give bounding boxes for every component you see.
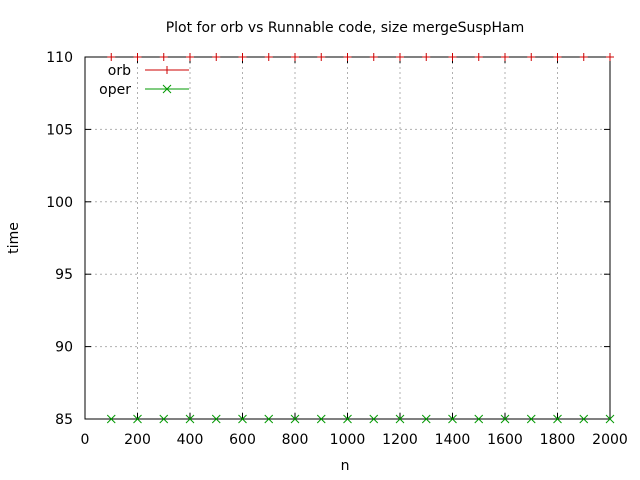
data-point-orb — [238, 53, 247, 61]
data-point-orb — [212, 53, 221, 61]
data-point-oper — [421, 414, 431, 424]
data-point-orb — [501, 53, 509, 61]
data-point-oper — [185, 414, 195, 424]
x-tick-label: 1600 — [487, 432, 523, 448]
y-tick-label: 110 — [46, 50, 73, 66]
x-tick-label: 0 — [81, 432, 90, 448]
y-tick-label: 95 — [55, 267, 73, 283]
x-tick-label: 1200 — [382, 432, 418, 448]
x-tick-label: 1400 — [435, 432, 471, 448]
x-tick-label: 200 — [124, 432, 151, 448]
legend-label-orb: orb — [108, 63, 131, 79]
y-axis-title: time — [6, 222, 22, 254]
data-point-orb — [448, 53, 457, 61]
data-point-orb — [186, 53, 194, 61]
axis-ticks: 85 90 95 100 105 110 0 200 400 600 800 1000 1200 1400… — [46, 50, 628, 448]
legend-marker-oper — [162, 84, 172, 94]
data-point-orb — [317, 53, 326, 61]
data-point-orb — [133, 53, 142, 61]
data-point-oper — [395, 414, 405, 424]
data-point-oper — [264, 414, 274, 424]
data-point-oper — [159, 414, 169, 424]
data-point-oper — [369, 414, 379, 424]
data-point-orb — [264, 53, 273, 61]
grid — [85, 57, 610, 419]
data-point-oper — [343, 414, 352, 424]
chart-title: Plot for orb vs Runnable code, size merg… — [166, 20, 525, 36]
data-point-orb — [606, 53, 614, 61]
x-tick-label: 1800 — [540, 432, 576, 448]
data-point-oper — [553, 414, 562, 424]
data-series — [106, 53, 615, 424]
data-point-oper — [474, 414, 484, 424]
data-point-oper — [605, 414, 615, 424]
series-oper — [106, 414, 615, 424]
data-point-orb — [579, 53, 588, 61]
x-tick-label: 400 — [177, 432, 204, 448]
data-point-oper — [526, 414, 536, 424]
data-point-oper — [290, 414, 300, 424]
data-point-orb — [553, 53, 562, 61]
data-point-oper — [133, 414, 142, 424]
legend: orb oper — [99, 63, 189, 98]
x-tick-label: 2000 — [592, 432, 628, 448]
y-tick-label: 85 — [55, 412, 73, 428]
data-point-oper — [211, 414, 221, 424]
x-axis-title: n — [341, 458, 350, 474]
data-point-orb — [291, 53, 299, 61]
data-point-oper — [106, 414, 116, 424]
data-point-orb — [343, 53, 352, 61]
y-tick-label: 100 — [46, 195, 73, 211]
data-point-orb — [527, 53, 536, 61]
x-tick-label: 600 — [229, 432, 256, 448]
y-tick-label: 90 — [55, 340, 73, 356]
x-tick-label: 800 — [282, 432, 309, 448]
y-tick-label: 105 — [46, 122, 73, 138]
data-point-oper — [238, 414, 247, 424]
data-point-oper — [448, 414, 457, 424]
data-point-orb — [474, 53, 483, 61]
x-tick-label: 1000 — [330, 432, 366, 448]
data-point-oper — [316, 414, 326, 424]
data-point-orb — [159, 53, 168, 61]
legend-marker-orb — [163, 66, 171, 74]
data-point-orb — [422, 53, 431, 61]
data-point-oper — [579, 414, 589, 424]
data-point-oper — [500, 414, 510, 424]
data-point-orb — [369, 53, 378, 61]
data-point-orb — [396, 53, 404, 61]
series-orb — [107, 53, 614, 61]
legend-label-oper: oper — [99, 82, 131, 98]
data-point-orb — [107, 53, 116, 61]
